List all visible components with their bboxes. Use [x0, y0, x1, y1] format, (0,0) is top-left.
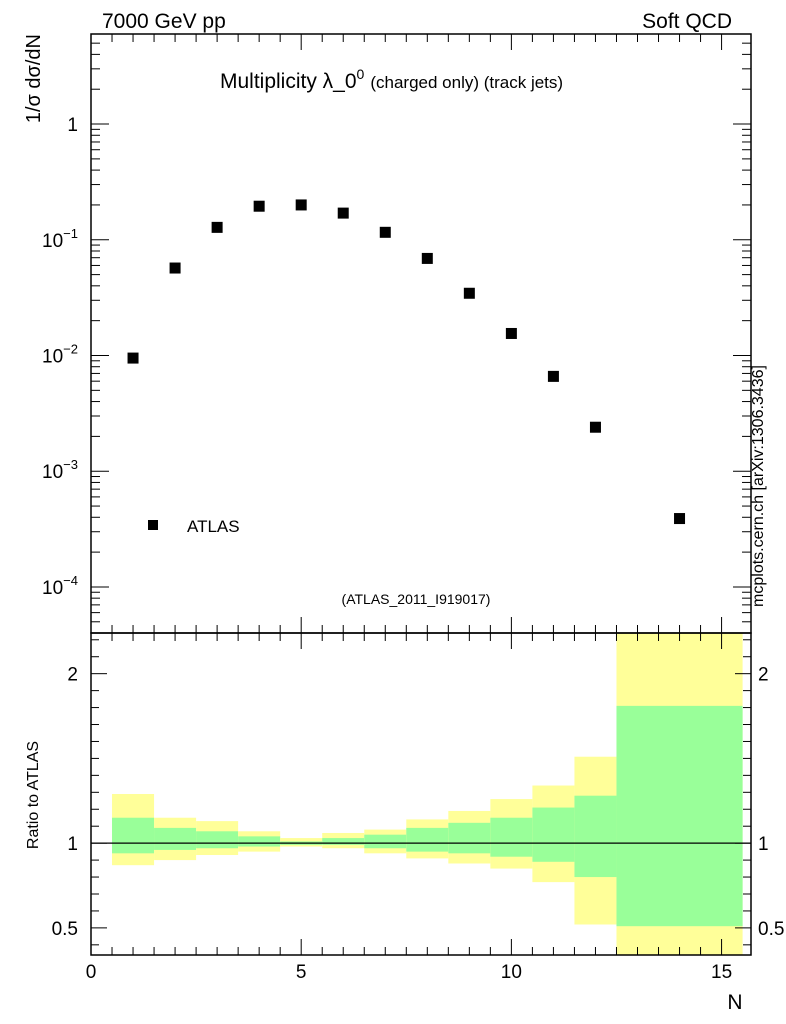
data-points: [127, 199, 686, 525]
main-panel-frame: [90, 33, 752, 634]
x-tick-label-2: 10: [501, 962, 522, 983]
ratio-y-tick-label-left-1: 1: [67, 834, 78, 855]
x-tick-label-3: 15: [711, 962, 732, 983]
ratio-bands: [112, 633, 743, 955]
data-point-4: [295, 199, 307, 211]
mcplots-side-label: mcplots.cern.ch [arXiv:1306.3436]: [750, 365, 767, 607]
x-tick-label-1: 5: [296, 962, 307, 983]
chart-title-main: Multiplicity λ_0: [220, 70, 357, 93]
data-point-12: [674, 513, 686, 525]
main-y-tick-label-4: 10−4: [42, 573, 78, 599]
ratio-inner-band-5: [322, 838, 365, 845]
x-axis-label: N: [727, 991, 742, 1014]
ratio-y-tick-label-left-0: 0.5: [52, 919, 78, 940]
data-point-7: [421, 252, 433, 264]
chart-title-sup: 0: [357, 66, 365, 82]
header-right-label: Soft QCD: [642, 10, 732, 33]
legend-marker: [148, 520, 158, 530]
ratio-y-tick-label-right-1: 1: [758, 834, 769, 855]
ratio-inner-band-7: [406, 827, 449, 852]
ratio-inner-band-3: [238, 836, 281, 847]
ratio-y-tick-label-right-2: 2: [758, 665, 769, 686]
ratio-y-tick-label-left-2: 2: [67, 665, 78, 686]
analysis-watermark: (ATLAS_2011_I919017): [342, 591, 491, 607]
ratio-inner-band-6: [364, 834, 407, 849]
ratio-y-axis-label: Ratio to ATLAS: [25, 741, 42, 849]
chart-title: Multiplicity λ_00 (charged only) (track j…: [220, 66, 563, 93]
data-point-9: [505, 327, 517, 339]
ratio-inner-band-10: [532, 807, 575, 862]
data-point-1: [169, 262, 181, 274]
data-point-5: [337, 207, 349, 219]
ratio-panel-frame: [90, 632, 752, 956]
axis-tick-labels: 0 5 10 15 1 10−1 10−2 10−3 10−4 0.5 0.5 1 1 2 2: [42, 115, 784, 983]
main-y-tick-label-0: 1: [67, 115, 78, 136]
x-tick-label-0: 0: [86, 962, 97, 983]
ratio-inner-band-12: [616, 705, 743, 927]
data-point-6: [379, 226, 391, 238]
ratio-inner-band-2: [196, 831, 239, 849]
data-point-11: [589, 421, 601, 433]
main-y-tick-label-2: 10−2: [42, 341, 78, 367]
chart-title-sub: (charged only) (track jets): [370, 73, 563, 92]
data-point-2: [211, 221, 223, 233]
ratio-inner-band-11: [574, 795, 617, 878]
main-y-tick-label-3: 10−3: [42, 457, 78, 483]
ratio-inner-band-1: [154, 827, 197, 850]
ratio-inner-band-9: [490, 817, 533, 857]
ratio-inner-band-8: [448, 822, 491, 854]
header-left-label: 7000 GeV pp: [102, 10, 226, 33]
ratio-y-tick-label-right-0: 0.5: [758, 919, 784, 940]
legend-entry-atlas: ATLAS: [187, 517, 240, 536]
data-point-8: [463, 287, 475, 299]
data-point-3: [253, 200, 265, 212]
data-point-0: [127, 352, 139, 364]
main-y-axis-label: 1/σ dσ/dN: [23, 34, 45, 123]
main-y-tick-label-1: 10−1: [42, 226, 78, 252]
ratio-inner-band-0: [112, 817, 155, 854]
data-point-10: [547, 370, 559, 382]
